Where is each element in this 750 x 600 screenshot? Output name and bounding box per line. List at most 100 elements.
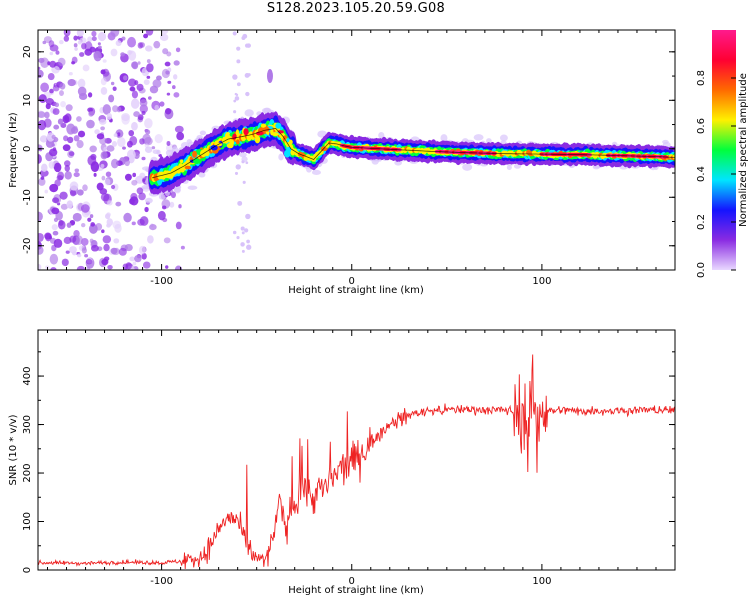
spectrogram-ytick-label: -20 bbox=[22, 238, 33, 254]
noise-blob bbox=[117, 132, 121, 137]
ridge-highlight bbox=[192, 150, 197, 158]
noise-blob bbox=[110, 48, 118, 57]
noise-blob bbox=[131, 90, 139, 99]
noise-blob bbox=[58, 39, 64, 45]
noise-blob bbox=[159, 101, 165, 107]
noise-blob bbox=[137, 61, 141, 65]
noise-blob bbox=[73, 135, 80, 142]
ridge-halo bbox=[199, 130, 207, 136]
ridge-highlight bbox=[243, 128, 249, 136]
noise-blob bbox=[154, 104, 160, 111]
noise-blob bbox=[59, 191, 68, 200]
spectrogram-ytick-label: 10 bbox=[22, 94, 33, 107]
snr-ytick-label: 100 bbox=[22, 512, 33, 531]
noise-blob bbox=[49, 60, 57, 68]
noise-blob bbox=[100, 86, 108, 95]
noise-blob bbox=[84, 41, 93, 52]
noise-blob bbox=[51, 65, 60, 74]
noise-blob bbox=[240, 242, 245, 247]
noise-blob bbox=[111, 140, 118, 147]
noise-blob bbox=[67, 78, 76, 87]
ridge-highlight bbox=[210, 145, 218, 151]
noise-blob bbox=[162, 48, 169, 55]
noise-blob bbox=[38, 232, 44, 242]
noise-blob bbox=[144, 118, 153, 129]
noise-blob bbox=[131, 61, 138, 69]
noise-blob bbox=[133, 111, 140, 118]
noise-blob bbox=[87, 36, 93, 43]
noise-blob bbox=[38, 144, 43, 152]
noise-blob bbox=[131, 221, 136, 226]
noise-blob bbox=[141, 252, 147, 260]
noise-blob bbox=[81, 247, 87, 254]
noise-blob bbox=[233, 110, 237, 114]
noise-blob bbox=[232, 74, 238, 80]
noise-blob bbox=[65, 104, 73, 112]
noise-blob bbox=[154, 133, 163, 144]
noise-blob bbox=[82, 184, 88, 192]
noise-blob bbox=[236, 46, 241, 51]
noise-blob bbox=[102, 59, 107, 63]
snr-ytick-label: 200 bbox=[22, 463, 33, 482]
snr-xtick-label: 0 bbox=[349, 576, 355, 587]
noise-blob bbox=[63, 135, 69, 142]
noise-blob bbox=[137, 42, 143, 49]
noise-blob bbox=[38, 66, 41, 70]
noise-blob bbox=[115, 201, 122, 207]
noise-blob bbox=[178, 204, 182, 209]
noise-blob bbox=[44, 111, 50, 119]
snr-xtick-label: 100 bbox=[532, 576, 551, 587]
noise-blob bbox=[246, 239, 250, 244]
noise-blob bbox=[100, 163, 105, 169]
noise-blob bbox=[118, 247, 127, 256]
noise-blob bbox=[52, 84, 60, 92]
noise-blob bbox=[71, 61, 76, 65]
ridge-highlight bbox=[260, 123, 267, 128]
noise-blob bbox=[40, 82, 49, 93]
noise-blob bbox=[143, 79, 150, 85]
noise-blob bbox=[162, 217, 168, 223]
noise-blob bbox=[94, 129, 100, 135]
noise-blob bbox=[107, 200, 113, 206]
noise-blob bbox=[138, 245, 146, 255]
noise-blob bbox=[244, 228, 249, 233]
noise-blob bbox=[74, 235, 84, 246]
noise-blob bbox=[164, 61, 171, 67]
noise-blob bbox=[91, 30, 97, 37]
noise-blob bbox=[235, 93, 239, 97]
noise-blob bbox=[66, 200, 73, 209]
ridge-halo bbox=[499, 134, 508, 142]
noise-blob bbox=[79, 52, 85, 57]
ridge-highlight bbox=[275, 122, 282, 129]
ridge-highlight bbox=[235, 139, 240, 145]
noise-blob bbox=[68, 71, 73, 76]
noise-blob bbox=[73, 172, 80, 178]
noise-blob bbox=[173, 74, 178, 80]
ridge-halo bbox=[241, 156, 248, 163]
noise-blob bbox=[91, 36, 97, 42]
noise-blob bbox=[102, 104, 111, 115]
noise-blob bbox=[146, 63, 154, 73]
noise-blob bbox=[52, 230, 59, 236]
noise-blob bbox=[99, 118, 107, 125]
noise-blob bbox=[47, 73, 55, 81]
noise-blob bbox=[129, 256, 135, 262]
noise-blob bbox=[44, 189, 49, 194]
snr-series-line bbox=[38, 354, 675, 570]
noise-blob bbox=[163, 237, 171, 244]
noise-blob bbox=[53, 124, 60, 130]
noise-blob bbox=[54, 179, 61, 187]
noise-blob bbox=[39, 135, 48, 143]
noise-blob bbox=[237, 200, 243, 206]
noise-blob bbox=[108, 94, 115, 103]
noise-blob bbox=[132, 261, 137, 266]
figure-title: S128.2023.105.20.59.G08 bbox=[266, 1, 446, 16]
noise-blob bbox=[124, 159, 130, 167]
noise-blob bbox=[52, 197, 60, 204]
ridge-halo bbox=[462, 163, 473, 171]
noise-blob bbox=[246, 244, 252, 250]
colorbar-label: Normalized spectral amplitude bbox=[738, 73, 749, 227]
noise-blob bbox=[174, 125, 184, 133]
ridge-highlight bbox=[229, 139, 235, 146]
ridge-halo bbox=[239, 152, 247, 158]
